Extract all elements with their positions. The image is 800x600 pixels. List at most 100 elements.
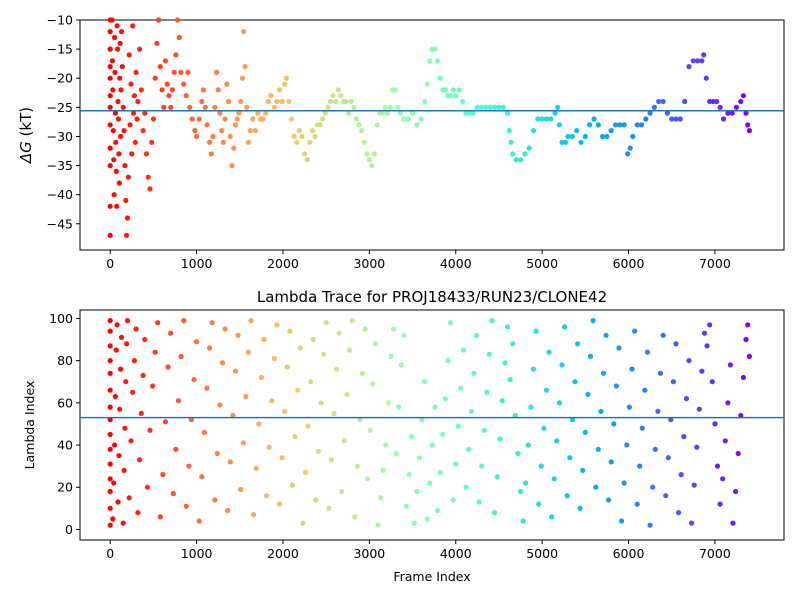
lambda-point [691, 482, 697, 488]
delta-g-point [229, 163, 235, 169]
delta-g-point [565, 133, 571, 140]
lambda-point [121, 467, 127, 473]
lambda-x-tick-label: 1000 [181, 546, 213, 561]
lambda-point [279, 455, 285, 461]
lambda-point [160, 472, 166, 478]
delta-g-y-tick-label: −25 [47, 100, 73, 115]
lambda-point [569, 417, 576, 423]
delta-g-point [725, 110, 731, 116]
lambda-point [422, 379, 428, 385]
delta-g-point [714, 98, 720, 105]
lambda-point [577, 505, 583, 511]
delta-g-point [317, 122, 323, 128]
delta-g-point [699, 58, 705, 64]
lambda-point [147, 427, 153, 433]
lambda-point [683, 396, 690, 402]
lambda-point [471, 370, 477, 376]
lambda-point [118, 334, 125, 340]
lambda-point [292, 434, 298, 440]
lambda-point [336, 330, 342, 336]
lambda-y-tick-label: 80 [57, 353, 73, 368]
lambda-point [107, 387, 113, 393]
lambda-point [525, 442, 531, 448]
lambda-point [733, 488, 739, 495]
delta-g-x-tick-label: 5000 [526, 256, 558, 271]
lambda-point [466, 446, 472, 452]
lambda-point [632, 328, 638, 334]
delta-g-point [241, 29, 247, 35]
delta-g-point [166, 93, 172, 99]
lambda-point [626, 404, 633, 410]
lambda-point [118, 366, 124, 372]
lambda-point [606, 497, 612, 503]
delta-g-point [129, 151, 135, 157]
lambda-point [740, 374, 747, 381]
lambda-point [378, 495, 384, 501]
lambda-point [391, 326, 397, 332]
lambda-y-tick-label: 0 [65, 522, 73, 537]
delta-g-point [265, 98, 271, 105]
delta-g-point [109, 58, 115, 64]
delta-g-point [125, 174, 131, 180]
lambda-point [124, 341, 130, 347]
delta-g-point [299, 133, 305, 140]
lambda-point [349, 318, 355, 324]
lambda-point [124, 318, 131, 324]
delta-g-y-axis: −45 −40 −35 −30 −25 −20 −15 −10 [47, 13, 80, 231]
lambda-point [333, 366, 340, 372]
lambda-point [365, 476, 371, 482]
delta-g-point [135, 98, 141, 105]
lambda-point [238, 486, 244, 492]
delta-g-point [196, 116, 202, 122]
delta-g-point [215, 87, 221, 93]
delta-g-x-axis: 0 1000 2000 3000 4000 5000 6000 7000 [106, 250, 731, 271]
delta-g-point [304, 157, 310, 163]
delta-g-point [595, 122, 601, 128]
lambda-point [175, 398, 182, 404]
lambda-point [476, 499, 482, 505]
delta-g-point [500, 104, 506, 110]
delta-g-point [213, 69, 220, 75]
lambda-point [590, 318, 596, 324]
delta-g-point [107, 46, 113, 52]
delta-g-point [548, 116, 554, 122]
delta-g-point [130, 23, 136, 29]
lambda-point [647, 522, 653, 528]
delta-g-point [169, 87, 175, 93]
lambda-point [629, 366, 635, 372]
lambda-point [183, 503, 189, 509]
lambda-point [403, 503, 410, 509]
lambda-point [302, 469, 309, 476]
lambda-point [209, 320, 215, 326]
lambda-point [559, 362, 565, 368]
delta-g-point [127, 122, 133, 128]
delta-g-point [131, 93, 137, 99]
delta-g-point [194, 133, 200, 140]
delta-g-point [397, 110, 404, 116]
lambda-point [173, 446, 179, 452]
delta-g-point [608, 128, 614, 134]
lambda-point [725, 400, 731, 406]
lambda-point [699, 368, 705, 374]
lambda-point [157, 514, 163, 520]
lambda-point [383, 442, 389, 448]
lambda-point [144, 484, 150, 490]
delta-g-x-tick-label: 7000 [699, 256, 731, 271]
lambda-point [637, 463, 643, 469]
lambda-point [686, 358, 692, 364]
delta-g-point [150, 116, 156, 122]
lambda-point [253, 465, 259, 471]
lambda-point [701, 330, 708, 336]
delta-g-point [740, 93, 747, 99]
delta-g-point [142, 110, 148, 116]
delta-g-x-tick-label: 1000 [181, 256, 213, 271]
delta-g-point [456, 87, 462, 93]
lambda-point [372, 341, 378, 347]
lambda-point [276, 501, 283, 507]
lambda-point [165, 364, 171, 370]
lambda-point [230, 412, 236, 419]
delta-g-point [651, 104, 658, 110]
delta-g-point [673, 116, 679, 122]
delta-g-point [113, 139, 119, 145]
